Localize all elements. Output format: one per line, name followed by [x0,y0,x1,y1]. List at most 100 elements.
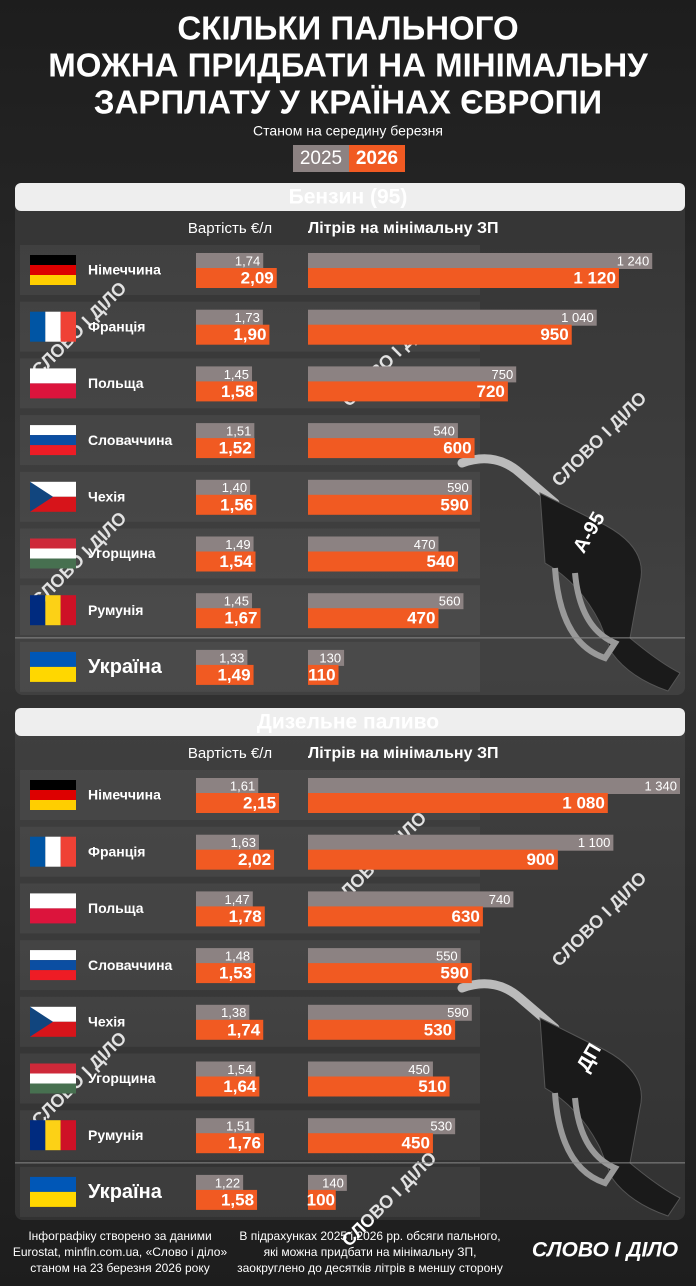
value-label: 1,45 [224,367,249,382]
value-label: 1,74 [227,1020,261,1039]
bar [196,834,259,851]
value-label: 750 [492,367,514,382]
bar [308,309,597,326]
country-name: Україна [88,656,163,678]
bar [308,834,614,851]
title-line: зарплату у країнах Європи [94,84,602,121]
bar [308,551,458,572]
bar [308,649,345,666]
value-label: 590 [440,964,468,983]
value-label: 590 [447,1005,469,1020]
flag-part [30,1120,46,1151]
bar [196,664,254,685]
country-name: Польща [88,375,144,391]
value-label: 140 [322,1175,344,1190]
country-name: Чехія [88,1014,125,1030]
flag-part [30,548,76,559]
flag-part [45,1120,61,1151]
flag-part [30,445,76,456]
flag-part [30,908,76,924]
country-name: Словаччина [88,957,173,973]
pump-lever [552,567,620,662]
flag-part [30,970,76,981]
value-label: 630 [452,907,480,926]
bar [196,381,258,402]
flag-part [30,311,46,342]
flag-part [30,425,76,436]
flag-part [60,595,76,626]
bar [196,423,255,440]
bar [308,948,461,965]
value-label: 130 [319,650,341,665]
value-label: 1,58 [221,382,254,401]
bar [308,381,508,402]
value-label: 900 [526,850,554,869]
bar [196,793,280,813]
bar [196,479,251,496]
value-label: 1 100 [578,835,611,850]
bar [308,1174,347,1191]
country-name: Румунія [88,602,143,618]
value-label: 110 [308,665,335,684]
bar [196,778,259,794]
value-label: 1 340 [644,778,677,793]
value-label: 1,48 [225,949,250,964]
bar [308,1118,456,1135]
footer-text: Інфографіку створено за даними [28,1229,211,1243]
flag-part [60,311,76,342]
country-name: Польща [88,900,144,916]
value-label: 1,61 [230,778,255,793]
pump-spout [457,454,560,508]
pump-spout [457,979,560,1033]
value-label: 450 [408,1062,430,1077]
value-label: 1,38 [221,1005,246,1020]
column-header: Літрів на мінімальну ЗП [308,220,498,237]
bar [196,253,264,269]
flag-part [30,1073,76,1084]
value-label: 1,22 [215,1175,240,1190]
value-label: 510 [418,1077,446,1096]
value-label: 1,51 [226,1119,251,1134]
flag-part [30,383,76,399]
bar [308,494,472,515]
flag-part [30,836,46,867]
value-label: 1,90 [233,325,266,344]
value-label: 2,02 [238,850,271,869]
value-label: 2,15 [243,793,276,812]
legend-label: 2025 [300,148,342,169]
bar [308,963,472,984]
bar [196,963,256,984]
flag-part [30,1063,76,1074]
bar [196,438,255,459]
bar [308,793,608,813]
country-name: Німеччина [88,262,161,278]
country-name: Угорщина [88,1070,156,1086]
footer-text: заокруглено до десятків літрів в меншу с… [237,1261,503,1275]
value-label: 2,09 [241,268,274,287]
country-name: Німеччина [88,787,161,803]
bar [308,593,464,610]
legend-swatch [349,145,405,172]
bar [308,536,439,553]
bar [308,1133,433,1154]
subtitle: Станом на середину березня [253,123,443,139]
bar [308,849,558,870]
flag-part [30,255,76,265]
value-label: 1,45 [224,594,249,609]
bar [196,1118,255,1135]
value-label: 1,52 [219,439,252,458]
value-label: 1,40 [222,480,247,495]
bar [308,479,472,496]
legend-swatch [293,145,349,172]
value-label: 540 [433,424,455,439]
flag-part [30,265,76,275]
bar [196,551,256,572]
country-name: Франція [88,843,145,859]
pump-body [539,492,681,692]
value-label: 1 080 [562,793,605,812]
flag-part [30,275,76,285]
value-label: 100 [307,1190,335,1209]
column-header: Вартість €/л [188,220,272,237]
value-label: 590 [447,480,469,495]
